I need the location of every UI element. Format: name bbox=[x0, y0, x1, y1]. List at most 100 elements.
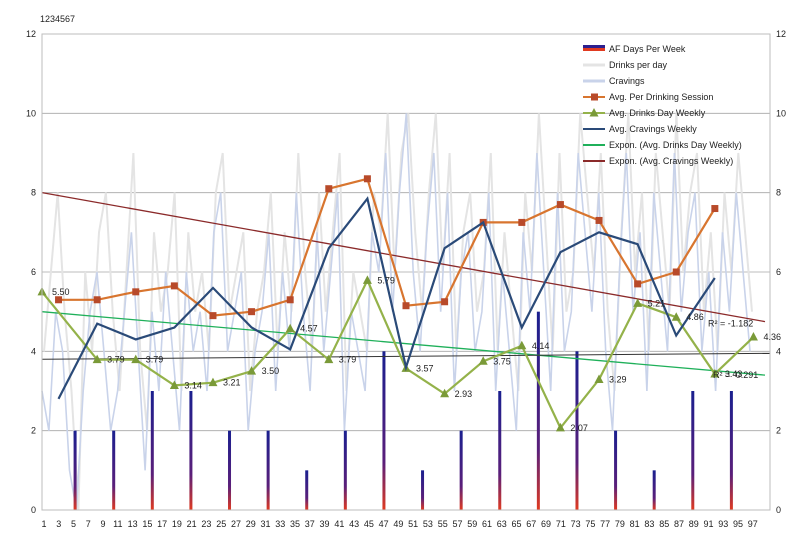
x-tick-9: 9 bbox=[101, 519, 106, 529]
data-label-13: 2.07 bbox=[570, 423, 588, 433]
background-series bbox=[41, 113, 753, 511]
af-bar-2 bbox=[150, 391, 154, 510]
af-bar-12 bbox=[536, 311, 540, 510]
y-tick-left-8: 8 bbox=[31, 188, 36, 198]
data-label-6: 4.57 bbox=[300, 324, 318, 334]
data-label-10: 2.93 bbox=[455, 389, 473, 399]
r2-label-1: R² = -1.182 bbox=[708, 319, 753, 329]
legend-label-2: Cravings bbox=[609, 76, 645, 86]
marker-square-4 bbox=[209, 312, 217, 320]
x-tick-89: 89 bbox=[689, 519, 699, 529]
legend: AF Days Per Week Drinks per day Cravings Av… bbox=[583, 44, 742, 166]
x-tick-47: 47 bbox=[379, 519, 389, 529]
trendline-0 bbox=[41, 311, 766, 376]
data-label-0: 5.50 bbox=[52, 287, 70, 297]
x-tick-1: 1 bbox=[41, 519, 46, 529]
af-bar-1 bbox=[112, 430, 116, 510]
x-tick-87: 87 bbox=[674, 519, 684, 529]
x-tick-93: 93 bbox=[718, 519, 728, 529]
x-tick-3: 3 bbox=[56, 519, 61, 529]
marker-triangle-15 bbox=[633, 298, 643, 307]
y-tick-right-2: 2 bbox=[776, 426, 781, 436]
af-bar-17 bbox=[729, 391, 733, 510]
y-tick-left-6: 6 bbox=[31, 267, 36, 277]
x-tick-61: 61 bbox=[482, 519, 492, 529]
marker-square-14 bbox=[595, 216, 603, 224]
x-tick-83: 83 bbox=[644, 519, 654, 529]
main-series bbox=[37, 175, 758, 432]
legend-label-5: Avg. Cravings Weekly bbox=[609, 124, 697, 134]
legend-label-6: Expon. (Avg. Drinks Day Weekly) bbox=[609, 140, 742, 150]
x-tick-73: 73 bbox=[571, 519, 581, 529]
marker-square-16 bbox=[672, 268, 680, 276]
marker-triangle-14 bbox=[594, 374, 604, 383]
legend-label-7: Expon. (Avg. Cravings Weekly) bbox=[609, 156, 733, 166]
marker-square-17 bbox=[711, 205, 719, 213]
marker-triangle-8 bbox=[362, 275, 372, 284]
x-tick-27: 27 bbox=[231, 519, 241, 529]
x-tick-63: 63 bbox=[497, 519, 507, 529]
data-label-8: 5.79 bbox=[377, 275, 395, 285]
marker-triangle-11 bbox=[478, 356, 488, 365]
marker-triangle-3 bbox=[169, 380, 179, 389]
data-label-1: 3.79 bbox=[107, 355, 125, 365]
data-label-11: 3.75 bbox=[493, 356, 511, 366]
af-bar-10 bbox=[459, 430, 463, 510]
legend-item-5: Avg. Cravings Weekly bbox=[583, 124, 697, 134]
y-tick-right-10: 10 bbox=[776, 108, 786, 118]
marker-square-12 bbox=[518, 218, 526, 226]
x-tick-41: 41 bbox=[334, 519, 344, 529]
x-tick-19: 19 bbox=[172, 519, 182, 529]
x-tick-13: 13 bbox=[128, 519, 138, 529]
x-tick-55: 55 bbox=[438, 519, 448, 529]
data-label-16: 4.86 bbox=[686, 312, 704, 322]
marker-triangle-16 bbox=[671, 312, 681, 321]
x-tick-29: 29 bbox=[246, 519, 256, 529]
x-tick-21: 21 bbox=[187, 519, 197, 529]
marker-square-8 bbox=[363, 175, 371, 183]
x-tick-81: 81 bbox=[630, 519, 640, 529]
marker-square-13 bbox=[556, 201, 564, 209]
x-tick-97: 97 bbox=[748, 519, 758, 529]
marker-triangle-10 bbox=[440, 388, 450, 398]
marker-square-2 bbox=[132, 288, 140, 296]
legend-label-4: Avg. Drinks Day Weekly bbox=[609, 108, 706, 118]
x-tick-85: 85 bbox=[659, 519, 669, 529]
x-tick-95: 95 bbox=[733, 519, 743, 529]
af-bar-14 bbox=[614, 430, 618, 510]
y-tick-left-4: 4 bbox=[31, 346, 36, 356]
y-tick-right-12: 12 bbox=[776, 29, 786, 39]
x-tick-57: 57 bbox=[452, 519, 462, 529]
x-tick-53: 53 bbox=[423, 519, 433, 529]
marker-triangle-2 bbox=[131, 354, 141, 364]
marker-square-7 bbox=[325, 185, 333, 193]
data-label-15: 5.21 bbox=[648, 298, 666, 308]
y-tick-left-0: 0 bbox=[31, 505, 36, 515]
x-tick-69: 69 bbox=[541, 519, 551, 529]
x-tick-35: 35 bbox=[290, 519, 300, 529]
legend-label-3: Avg. Per Drinking Session bbox=[609, 92, 713, 102]
marker-triangle-5 bbox=[247, 366, 257, 375]
x-tick-25: 25 bbox=[216, 519, 226, 529]
marker-triangle-6 bbox=[285, 323, 295, 333]
x-tick-43: 43 bbox=[349, 519, 359, 529]
x-tick-45: 45 bbox=[364, 519, 374, 529]
x-tick-67: 67 bbox=[526, 519, 536, 529]
x-tick-17: 17 bbox=[157, 519, 167, 529]
x-tick-65: 65 bbox=[512, 519, 522, 529]
x-tick-51: 51 bbox=[408, 519, 418, 529]
legend-item-2: Cravings bbox=[583, 76, 645, 86]
legend-item-4: Avg. Drinks Day Weekly bbox=[583, 108, 706, 118]
x-tick-39: 39 bbox=[320, 519, 330, 529]
trendlines bbox=[41, 192, 771, 376]
af-bar-3 bbox=[189, 391, 193, 510]
data-label-17: 3.43 bbox=[725, 369, 743, 379]
x-tick-59: 59 bbox=[467, 519, 477, 529]
marker-square-3 bbox=[170, 282, 178, 290]
x-tick-77: 77 bbox=[600, 519, 610, 529]
marker-square-1 bbox=[93, 296, 101, 304]
legend-label-1: Drinks per day bbox=[609, 60, 668, 70]
y-tick-right-0: 0 bbox=[776, 505, 781, 515]
